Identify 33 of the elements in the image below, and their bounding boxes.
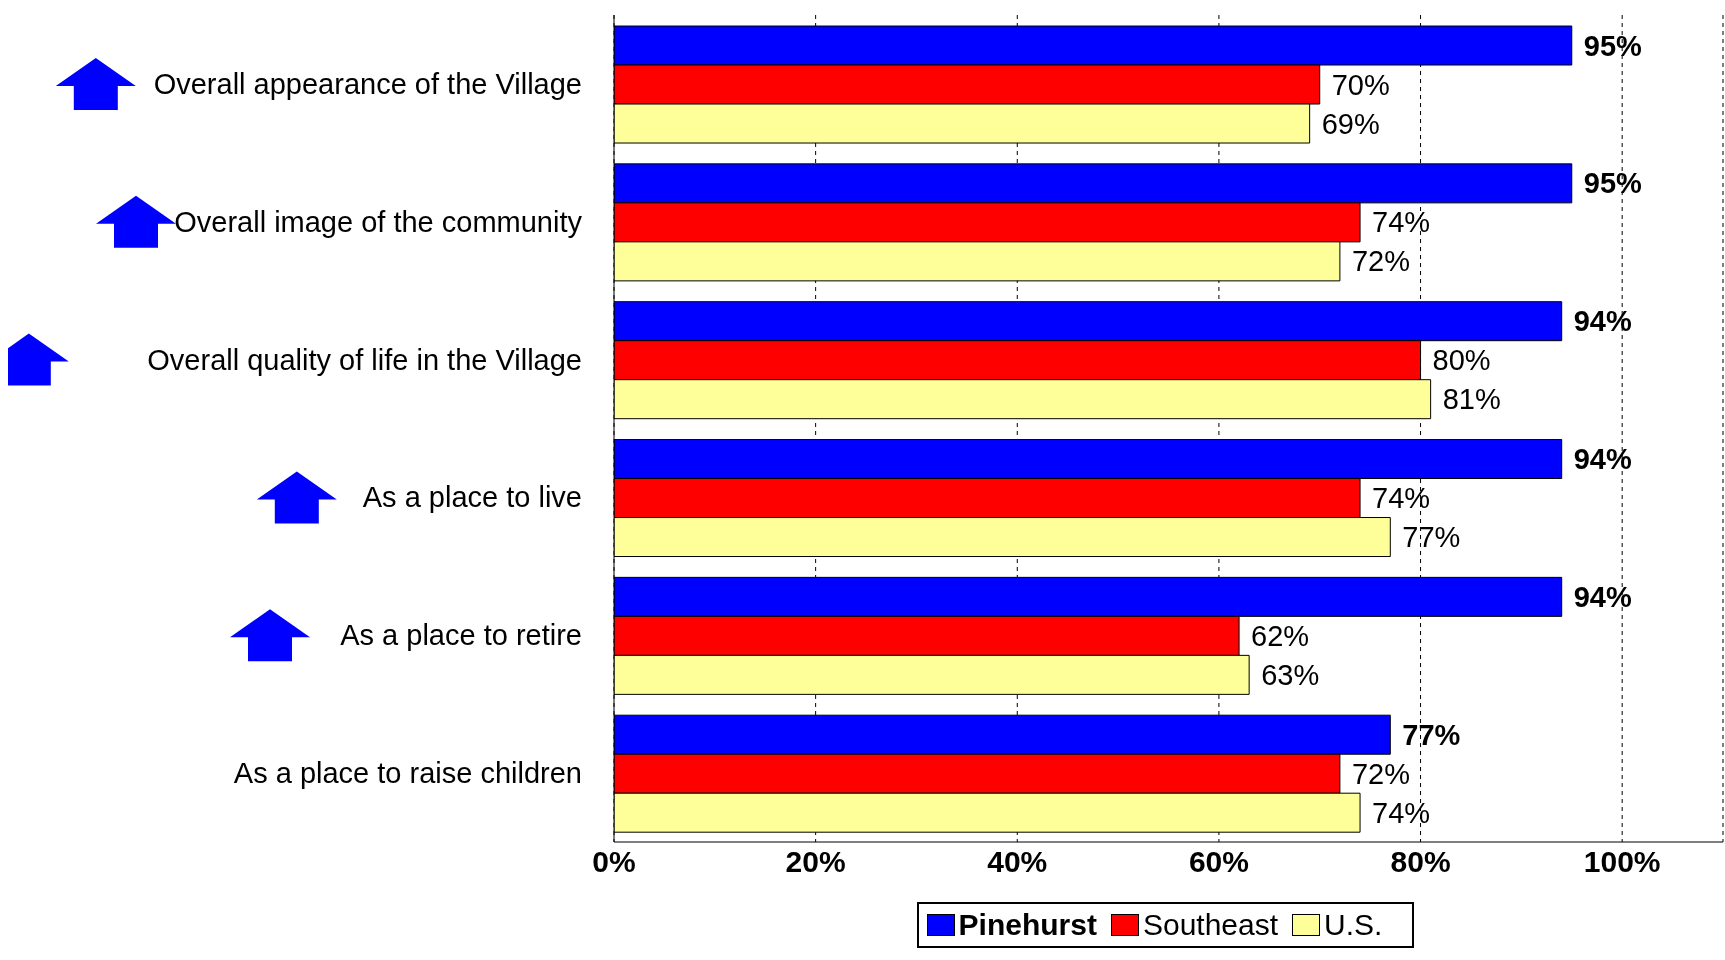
y-tick-label: As a place to live (362, 481, 582, 514)
data-label: 95% (1583, 29, 1643, 62)
y-tick-label: Overall image of the community (174, 205, 583, 238)
data-label: 69% (1321, 107, 1380, 140)
legend-label: Pinehurst (958, 908, 1097, 942)
legend-label: Southeast (1142, 908, 1279, 942)
data-label: 94% (1573, 305, 1632, 338)
y-tick-label: As a place to raise children (233, 757, 582, 790)
data-label: 62% (1251, 619, 1310, 652)
data-label: 94% (1573, 580, 1632, 613)
data-label: 80% (1432, 344, 1491, 377)
x-tick-label: 0% (592, 845, 636, 878)
data-label: 74% (1372, 206, 1431, 239)
data-label: 74% (1372, 482, 1431, 515)
x-tick-label: 60% (1188, 845, 1249, 878)
data-label: 94% (1573, 443, 1632, 476)
data-label: 95% (1583, 167, 1643, 200)
x-tick-label: 80% (1390, 845, 1451, 878)
y-tick-label: Overall quality of life in the Village (147, 343, 582, 376)
x-tick-label: 100% (1583, 845, 1661, 878)
x-tick-label: 40% (987, 845, 1048, 878)
x-tick-label: 20% (785, 845, 846, 878)
y-tick-label: As a place to retire (340, 619, 582, 652)
data-label: 81% (1442, 383, 1501, 416)
legend-label: U.S. (1324, 908, 1383, 942)
data-label: 72% (1351, 245, 1410, 278)
data-label: 70% (1331, 68, 1390, 101)
y-tick-label: Overall appearance of the Village (153, 67, 582, 100)
data-label: 77% (1402, 521, 1461, 554)
data-label: 63% (1261, 658, 1320, 691)
data-label: 74% (1372, 796, 1431, 829)
data-label: 72% (1351, 757, 1410, 790)
data-label: 77% (1402, 718, 1461, 751)
